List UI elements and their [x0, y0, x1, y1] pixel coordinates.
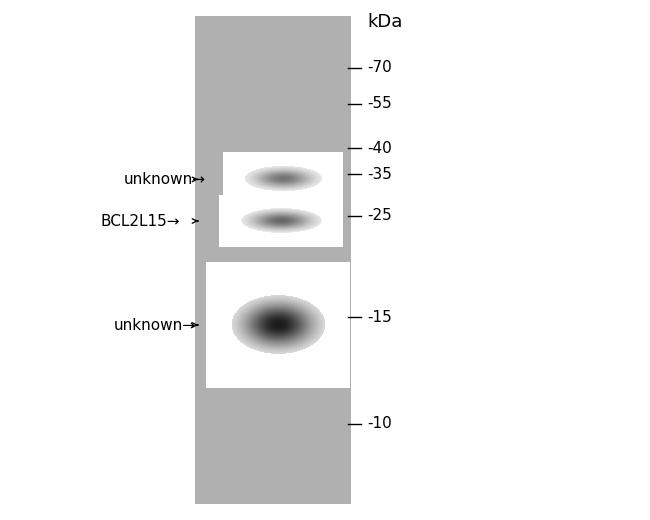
Text: unknown→: unknown→: [124, 172, 205, 187]
Text: -25: -25: [367, 209, 392, 223]
Text: kDa: kDa: [367, 13, 402, 31]
Text: -35: -35: [367, 167, 392, 181]
Text: unknown→: unknown→: [114, 318, 196, 332]
Bar: [195, 16, 351, 504]
Text: -10: -10: [367, 417, 392, 431]
Text: -70: -70: [367, 60, 392, 75]
Text: -15: -15: [367, 310, 392, 324]
Text: BCL2L15→: BCL2L15→: [101, 214, 180, 228]
Text: -55: -55: [367, 97, 392, 111]
Text: -40: -40: [367, 141, 392, 155]
